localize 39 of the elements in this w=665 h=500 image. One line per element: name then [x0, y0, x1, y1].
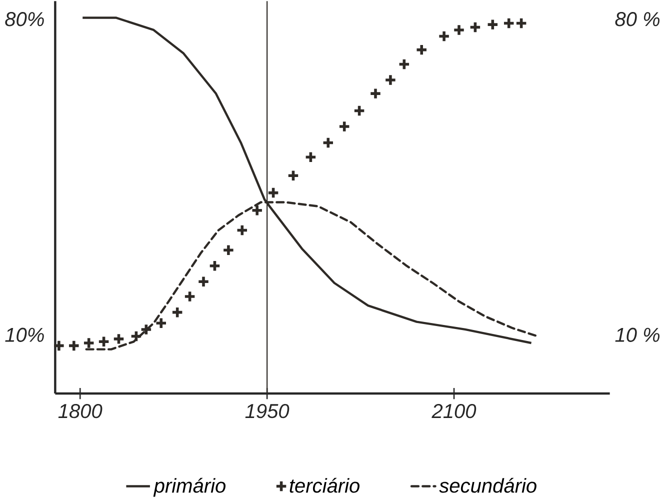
y2-tick-label: 80 % [615, 12, 660, 26]
point [112, 332, 126, 346]
point [304, 150, 317, 164]
point [322, 136, 334, 149]
x-tick-label: 1800 [58, 404, 102, 418]
point [515, 16, 528, 30]
point [130, 330, 142, 342]
point [502, 16, 516, 30]
y2-tick-label: 10 % [615, 328, 660, 342]
legend-label: secundário [439, 478, 536, 493]
point [222, 244, 235, 256]
legend-label: primário [153, 478, 226, 497]
point [438, 30, 450, 42]
point [236, 224, 248, 236]
point [208, 260, 221, 272]
point [384, 74, 397, 86]
point [82, 336, 96, 350]
point [486, 18, 499, 31]
x-tick-label: 1950 [245, 404, 290, 418]
point [452, 24, 466, 36]
point [68, 339, 80, 352]
point [184, 290, 196, 303]
point [286, 169, 300, 182]
point [250, 204, 264, 217]
point [468, 20, 482, 34]
legend-label: terciário [290, 478, 360, 493]
point [369, 87, 382, 100]
point [338, 120, 351, 133]
point [154, 316, 168, 330]
y-tick-label: 80% [5, 12, 44, 26]
point [140, 323, 152, 336]
point [197, 275, 210, 288]
point [98, 335, 110, 348]
x-tick-label: 2100 [432, 404, 476, 418]
point [398, 58, 410, 70]
point [52, 339, 66, 352]
point [267, 186, 280, 199]
y-tick-label: 10% [5, 328, 44, 342]
point [353, 104, 366, 117]
